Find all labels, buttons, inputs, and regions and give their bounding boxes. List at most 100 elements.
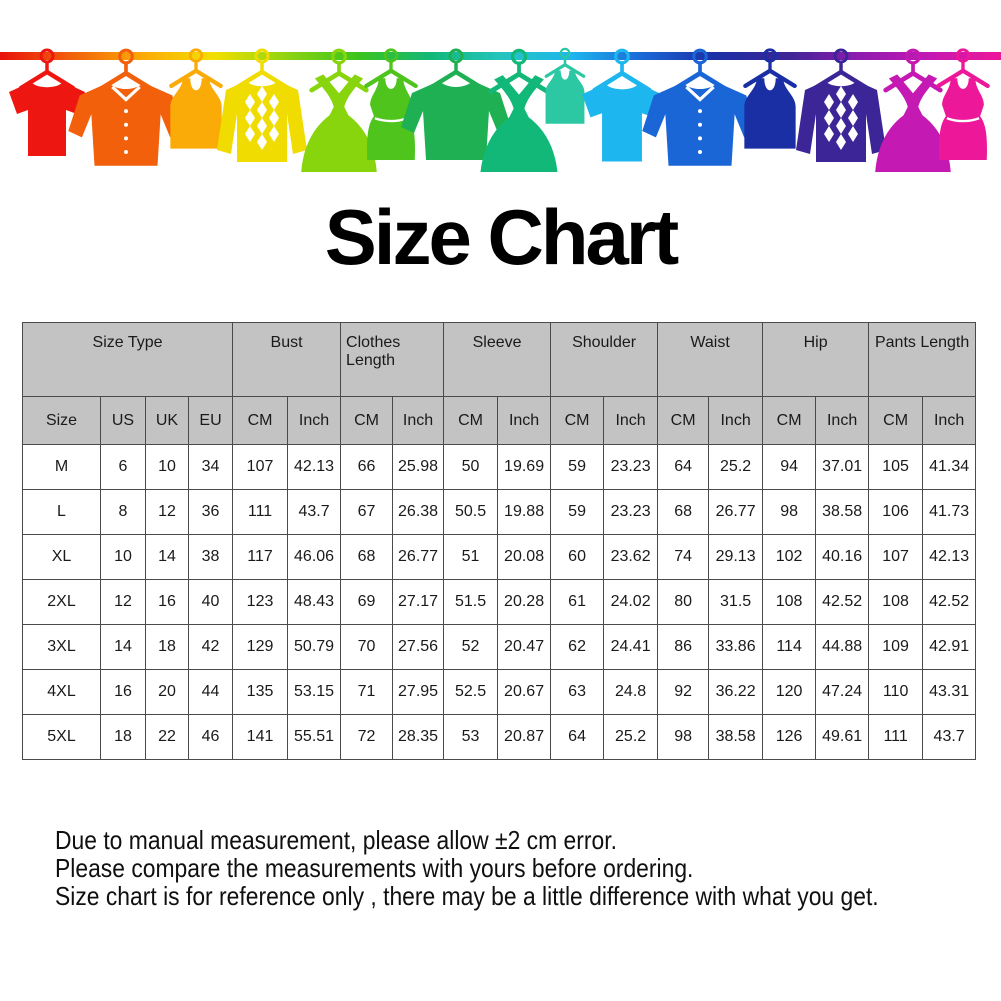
measurement-cell: 12 — [100, 579, 146, 625]
measurement-cell: 63 — [550, 669, 605, 715]
size-table: Size Type Bust Clothes Length Sleeve Shoulde… — [21, 322, 977, 760]
red-tshirt-icon — [9, 50, 85, 156]
measurement-cell: 135 — [232, 669, 289, 715]
size-cell: 5XL — [22, 714, 101, 760]
measurement-cell: 28.35 — [392, 714, 445, 760]
size-cell: 3XL — [22, 624, 101, 670]
green-dress-icon — [301, 50, 377, 172]
measurement-cell: 42 — [187, 624, 234, 670]
measurement-cell: 69 — [340, 579, 394, 625]
column-header-cm: CM — [550, 396, 605, 445]
measurement-cell: 111 — [868, 714, 924, 760]
measurement-cell: 48.43 — [287, 579, 342, 625]
measurement-cell: 29.13 — [708, 534, 764, 580]
measurement-cell: 50 — [443, 444, 499, 490]
measurement-cell: 110 — [868, 669, 924, 715]
table-row-size-2xl: 2XL 12 16 40 123 48.43 69 27.17 51.5 20.28 61 24.02… — [22, 579, 977, 625]
measurement-cell: 94 — [762, 444, 817, 490]
measurement-cell: 19.69 — [497, 444, 552, 490]
measurement-cell: 59 — [550, 444, 605, 490]
measurement-cell: 36.22 — [708, 669, 764, 715]
measurement-cell: 68 — [340, 534, 394, 580]
table-sub-header-row: Size US UK EU CM Inch CM Inch CM Inch CM Inch CM Inch… — [22, 396, 977, 445]
measurement-cell: 123 — [232, 579, 289, 625]
measurement-cell: 59 — [550, 489, 605, 535]
size-cell: 2XL — [22, 579, 101, 625]
measurement-cell: 33.86 — [708, 624, 764, 670]
column-header-inch: Inch — [497, 396, 552, 445]
size-cell: L — [22, 489, 101, 535]
measurement-cell: 50.5 — [443, 489, 499, 535]
group-header-clothes-length: Clothes Length — [340, 322, 445, 397]
measurement-cell: 50.79 — [287, 624, 342, 670]
cyan-tshirt-icon — [582, 50, 662, 161]
group-header-sleeve: Sleeve — [443, 322, 552, 397]
clothesline-banner — [0, 0, 1001, 172]
measurement-cell: 111 — [232, 489, 289, 535]
measurement-cell: 70 — [340, 624, 394, 670]
column-header-us: US — [100, 396, 146, 445]
column-header-inch: Inch — [392, 396, 445, 445]
measurement-cell: 62 — [550, 624, 605, 670]
measurement-cell: 24.8 — [603, 669, 659, 715]
column-header-inch: Inch — [287, 396, 342, 445]
column-header-cm: CM — [762, 396, 817, 445]
measurement-cell: 42.52 — [922, 579, 977, 625]
group-header-size-type: Size Type — [21, 322, 234, 397]
table-row-size-m: M 6 10 34 107 42.13 66 25.98 50 19.69 59 23.23 64 25.… — [22, 444, 977, 490]
measurement-cell: 22 — [145, 714, 189, 760]
measurement-cell: 53.15 — [287, 669, 342, 715]
measurement-cell: 106 — [868, 489, 924, 535]
blue-shirt-icon — [642, 50, 758, 166]
measurement-cell: 92 — [657, 669, 710, 715]
measurement-cell: 43.7 — [287, 489, 342, 535]
measurement-cell: 47.24 — [815, 669, 870, 715]
yellow-diamond-sweater-icon — [217, 50, 307, 162]
measurement-cell: 27.95 — [392, 669, 445, 715]
measurement-cell: 66 — [340, 444, 394, 490]
measurement-cell: 37.01 — [815, 444, 870, 490]
group-header-bust: Bust — [232, 322, 342, 397]
measurement-cell: 55.51 — [287, 714, 342, 760]
column-header-inch: Inch — [708, 396, 764, 445]
group-header-shoulder: Shoulder — [550, 322, 659, 397]
page-title: Size Chart — [324, 193, 679, 281]
column-header-cm: CM — [868, 396, 924, 445]
measurement-cell: 6 — [100, 444, 146, 490]
column-header-uk: UK — [145, 396, 189, 445]
measurement-cell: 53 — [443, 714, 499, 760]
measurement-cell: 61 — [550, 579, 605, 625]
measurement-cell: 10 — [145, 444, 189, 490]
measurement-cell: 52.5 — [443, 669, 499, 715]
measurement-cell: 40.16 — [815, 534, 870, 580]
measurement-cell: 102 — [762, 534, 817, 580]
column-header-inch: Inch — [603, 396, 659, 445]
measurement-cell: 27.17 — [392, 579, 445, 625]
measurement-cell: 14 — [145, 534, 189, 580]
measurement-cell: 60 — [550, 534, 605, 580]
measurement-cell: 117 — [232, 534, 289, 580]
measurement-cell: 51 — [443, 534, 499, 580]
column-header-inch: Inch — [815, 396, 870, 445]
measurement-cell: 51.5 — [443, 579, 499, 625]
measurement-cell: 44.88 — [815, 624, 870, 670]
measurement-cell: 14 — [100, 624, 146, 670]
note-line: Size chart is for reference only , there… — [55, 881, 879, 911]
measurement-cell: 43.7 — [922, 714, 977, 760]
measurement-cell: 42.52 — [815, 579, 870, 625]
measurement-cell: 68 — [657, 489, 710, 535]
group-header-waist: Waist — [657, 322, 764, 397]
measurement-cell: 24.41 — [603, 624, 659, 670]
measurement-cell: 34 — [187, 444, 234, 490]
measurement-cell: 114 — [762, 624, 817, 670]
measurement-cell: 141 — [232, 714, 289, 760]
measurement-cell: 20.87 — [497, 714, 552, 760]
rainbow-clothesline — [0, 52, 1001, 60]
measurement-cell: 25.2 — [708, 444, 764, 490]
measurement-cell: 105 — [868, 444, 924, 490]
column-header-cm: CM — [232, 396, 289, 445]
measurement-cell: 20.08 — [497, 534, 552, 580]
measurement-cell: 23.23 — [603, 444, 659, 490]
measurement-cell: 25.98 — [392, 444, 445, 490]
orange-shirt-icon — [68, 50, 184, 166]
